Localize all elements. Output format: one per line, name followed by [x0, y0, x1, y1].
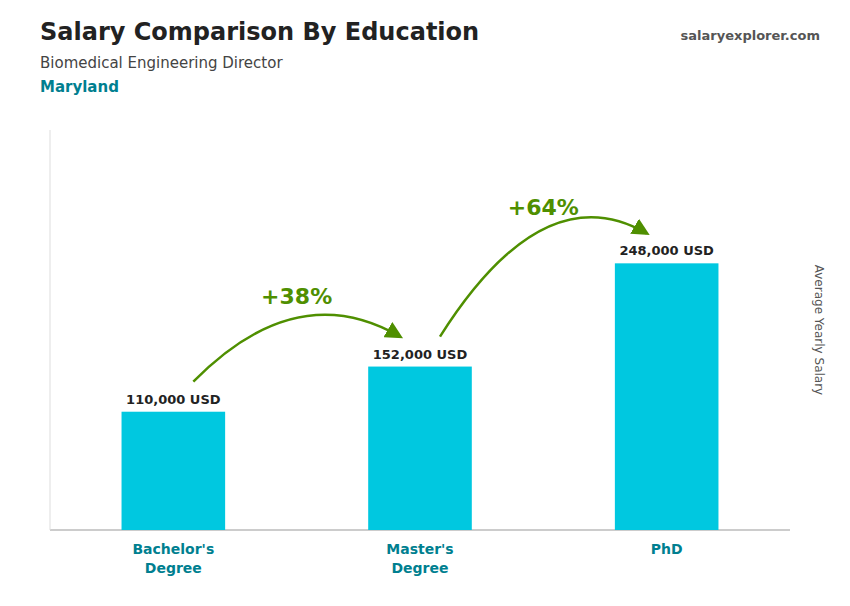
subtitle: Biomedical Engineering Director	[40, 54, 283, 72]
annotation: +38%	[261, 284, 332, 309]
value-label: 110,000 USD	[126, 392, 221, 407]
x-tick-label-line: Master's	[386, 541, 453, 557]
y-axis-label: Average Yearly Salary	[812, 265, 826, 395]
x-tick-label-line: Degree	[391, 560, 448, 576]
value-label: 248,000 USD	[619, 243, 714, 258]
annotation: +64%	[508, 195, 579, 220]
location: Maryland	[40, 78, 119, 96]
change-arrow	[193, 315, 400, 382]
bar	[615, 263, 719, 530]
change-arrow	[440, 217, 647, 336]
x-tick-label-line: Degree	[145, 560, 202, 576]
chart-svg: Salary Comparison By Education Biomedical…	[0, 0, 850, 606]
bar	[368, 367, 472, 530]
x-tick-label-line: PhD	[651, 541, 683, 557]
bars	[122, 263, 719, 530]
bar	[122, 412, 226, 530]
x-tick-label: Bachelor's Degree	[132, 541, 214, 576]
value-label: 152,000 USD	[373, 347, 468, 362]
chart-container: Salary Comparison By Education Biomedical…	[0, 0, 850, 606]
x-tick-label: PhD	[651, 541, 683, 557]
x-tick-label-line: Bachelor's	[132, 541, 214, 557]
y-axis-line	[50, 130, 51, 530]
x-tick-label: Master's Degree	[386, 541, 453, 576]
title: Salary Comparison By Education	[40, 18, 479, 46]
source: salaryexplorer.com	[681, 28, 820, 43]
